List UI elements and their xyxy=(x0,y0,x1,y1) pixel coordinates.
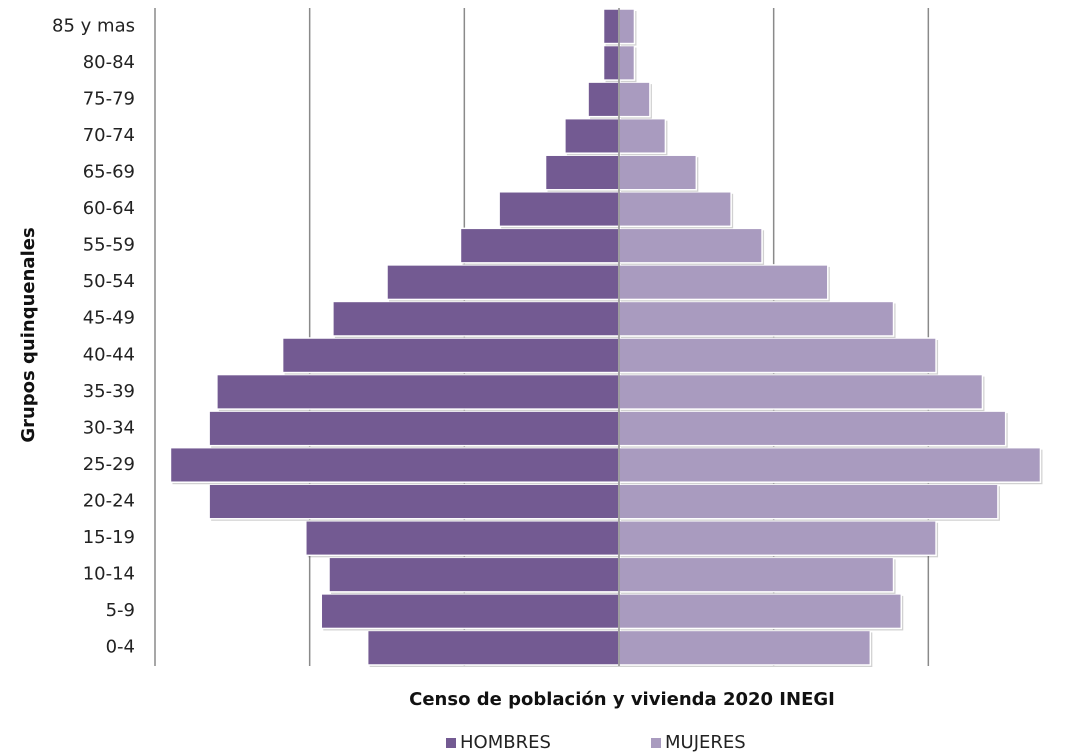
bar-mujeres-15-19 xyxy=(618,520,937,557)
bar-mujeres-50-54 xyxy=(618,264,829,301)
legend-label-mujeres: MUJERES xyxy=(665,732,746,752)
bar-mujeres-85-y-mas xyxy=(618,8,636,45)
bar-mujeres-75-79 xyxy=(618,81,651,118)
bar-hombres-0-4 xyxy=(366,629,620,666)
bar-mujeres-60-64 xyxy=(618,191,732,228)
y-tick-label: 25-29 xyxy=(83,454,135,475)
x-axis-title: Censo de población y vivienda 2020 INEGI xyxy=(409,689,835,710)
y-tick-label: 70-74 xyxy=(83,125,135,146)
bar-mujeres-80-84 xyxy=(618,44,636,81)
y-tick-label: 20-24 xyxy=(83,491,135,512)
y-tick-labels: 0-4 5-9 10-14 15-19 20-24 25-29 30-34 35-39 40-4… xyxy=(52,15,135,657)
y-tick-label: 75-79 xyxy=(83,88,135,109)
y-tick-label: 65-69 xyxy=(83,162,135,183)
y-tick-label: 60-64 xyxy=(83,198,135,219)
bar-hombres-75-79 xyxy=(587,81,620,118)
bar-hombres-15-19 xyxy=(305,520,620,557)
y-axis-title: Grupos quinquenales xyxy=(18,227,39,442)
bar-hombres-70-74 xyxy=(564,117,620,154)
y-tick-label: 85 y mas xyxy=(52,15,135,36)
y-tick-label: 5-9 xyxy=(106,600,135,621)
bar-hombres-85-y-mas xyxy=(602,8,620,45)
bar-hombres-5-9 xyxy=(320,593,620,630)
bar-hombres-10-14 xyxy=(328,556,620,593)
bar-hombres-65-69 xyxy=(544,154,620,191)
y-tick-label: 35-39 xyxy=(83,381,135,402)
y-tick-label: 15-19 xyxy=(83,527,135,548)
bar-mujeres-65-69 xyxy=(618,154,698,191)
y-tick-label: 10-14 xyxy=(83,564,135,585)
bar-mujeres-10-14 xyxy=(618,556,895,593)
y-tick-label: 55-59 xyxy=(83,235,135,256)
bar-mujeres-5-9 xyxy=(618,593,903,630)
bar-mujeres-25-29 xyxy=(618,446,1042,483)
y-tick-label: 30-34 xyxy=(83,417,135,438)
bar-hombres-50-54 xyxy=(386,264,620,301)
bar-hombres-80-84 xyxy=(602,44,620,81)
bar-hombres-45-49 xyxy=(332,300,620,337)
legend-swatch-hombres xyxy=(446,738,456,748)
gridlines xyxy=(154,8,930,666)
bar-hombres-55-59 xyxy=(459,227,620,264)
y-tick-label: 40-44 xyxy=(83,344,135,365)
bars xyxy=(169,8,1043,667)
bar-mujeres-35-39 xyxy=(618,373,984,410)
bar-mujeres-70-74 xyxy=(618,117,667,154)
bar-hombres-60-64 xyxy=(498,191,620,228)
legend-label-hombres: HOMBRES xyxy=(460,732,551,752)
y-tick-label: 45-49 xyxy=(83,308,135,329)
bar-hombres-35-39 xyxy=(216,373,620,410)
bar-mujeres-30-34 xyxy=(618,410,1007,447)
bar-mujeres-40-44 xyxy=(618,337,937,374)
bar-hombres-40-44 xyxy=(281,337,620,374)
bar-hombres-25-29 xyxy=(169,446,620,483)
bar-hombres-30-34 xyxy=(208,410,620,447)
y-tick-label: 80-84 xyxy=(83,52,135,73)
legend-swatch-mujeres xyxy=(651,738,661,748)
bar-mujeres-55-59 xyxy=(618,227,763,264)
bar-hombres-20-24 xyxy=(208,483,620,520)
y-tick-label: 0-4 xyxy=(106,637,135,658)
bar-mujeres-0-4 xyxy=(618,629,872,666)
bar-mujeres-45-49 xyxy=(618,300,895,337)
y-tick-label: 50-54 xyxy=(83,271,135,292)
bar-mujeres-20-24 xyxy=(618,483,999,520)
legend: HOMBRES MUJERES xyxy=(446,732,746,752)
